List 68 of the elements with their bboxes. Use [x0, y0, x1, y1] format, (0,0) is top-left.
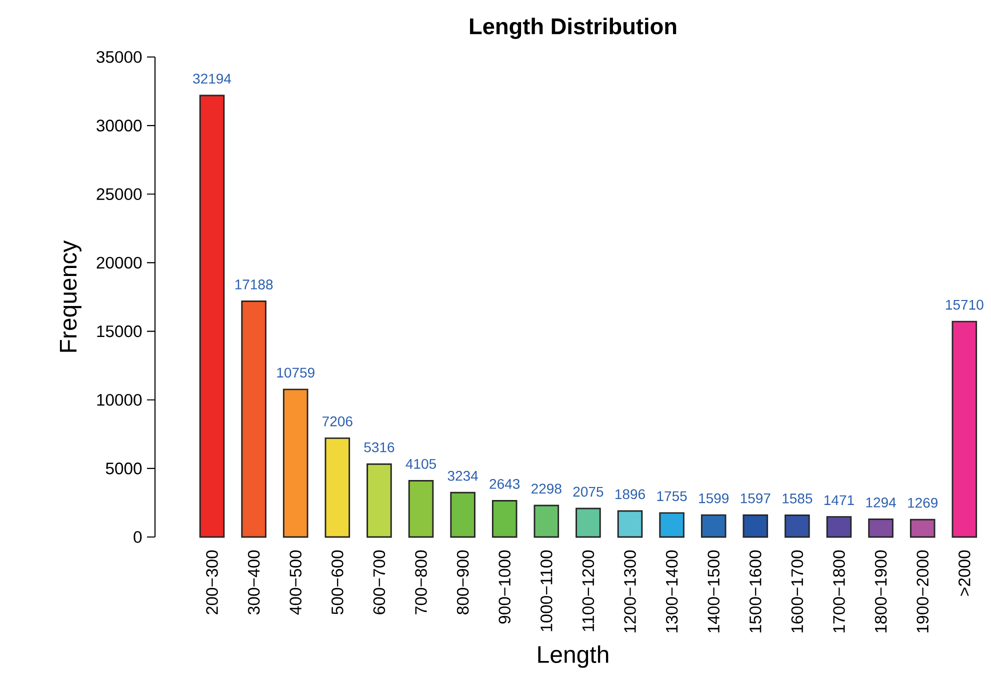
bar: [492, 500, 518, 538]
data-label: 2298: [532, 484, 562, 494]
y-tick-label: 0: [134, 531, 142, 543]
x-tick-label: 400−500: [290, 550, 302, 615]
bar: [366, 463, 392, 538]
y-tick-label: 5000: [106, 462, 142, 474]
bar: [742, 514, 768, 538]
bar: [241, 300, 266, 538]
x-tick-label: 1700−1800: [833, 550, 845, 632]
bar: [534, 504, 560, 538]
x-tick-label: 900−1000: [498, 550, 511, 624]
bar: [826, 516, 852, 538]
data-label: 32194: [193, 74, 232, 84]
x-tick-label: 800−900: [456, 550, 469, 614]
x-tick-label: >2000: [958, 550, 970, 596]
x-tick-label: 1100−1200: [582, 550, 594, 632]
data-label: 1599: [699, 493, 728, 504]
data-label: 4105: [406, 458, 436, 469]
data-label: 7206: [322, 416, 352, 426]
data-label: 5316: [364, 442, 394, 452]
data-label: 1294: [866, 498, 896, 508]
y-tick-label: 20000: [96, 256, 142, 269]
data-label: 1597: [740, 493, 770, 504]
x-tick-label: 500−600: [332, 550, 344, 614]
data-label: 3234: [448, 470, 478, 481]
bar: [408, 480, 434, 538]
x-tick-label: 1600−1700: [791, 550, 804, 632]
x-tick-label: 700−800: [415, 550, 427, 614]
bar: [282, 388, 308, 538]
bar: [576, 508, 601, 538]
bar: [199, 94, 225, 538]
bar: [700, 514, 726, 538]
y-tick-label: 35000: [96, 51, 142, 63]
data-label: 2075: [573, 486, 604, 497]
bar: [868, 518, 894, 538]
bar: [952, 320, 978, 538]
x-tick-label: 1800−1900: [874, 550, 887, 632]
data-label: 17188: [235, 280, 273, 290]
data-label: 1471: [824, 495, 854, 505]
data-label: 1585: [782, 494, 812, 504]
bar: [617, 510, 643, 538]
y-tick-label: 30000: [96, 120, 142, 132]
y-tick-label: 25000: [96, 188, 142, 200]
data-label: 1896: [616, 489, 645, 500]
y-tick-label: 10000: [97, 394, 142, 406]
x-tick-label: 1900−2000: [916, 550, 929, 632]
bar: [910, 518, 936, 538]
x-tick-label: 1300−1400: [666, 550, 678, 632]
x-tick-label: 1500−1600: [750, 550, 762, 632]
x-tick-label: 1200−1300: [624, 550, 636, 632]
x-axis-title: Length: [538, 645, 608, 668]
data-label: 1269: [908, 498, 938, 508]
bar: [450, 492, 476, 538]
bar: [784, 514, 810, 538]
x-tick-label: 200−300: [206, 550, 218, 614]
x-tick-label: 1000−1100: [540, 550, 552, 632]
data-label: 2643: [490, 479, 520, 489]
x-tick-label: 1400−1500: [708, 550, 720, 632]
bar: [324, 437, 350, 538]
data-label: 10759: [277, 368, 314, 378]
x-tick-label: 600−700: [373, 550, 386, 614]
data-label: 15710: [946, 300, 984, 310]
y-axis-title: Frequency: [60, 240, 82, 352]
chart-title: Length Distribution: [470, 18, 676, 39]
x-tick-label: 300−400: [248, 550, 260, 614]
bar: [659, 512, 684, 538]
y-tick-label: 15000: [97, 325, 142, 338]
data-label: 1755: [657, 491, 687, 502]
